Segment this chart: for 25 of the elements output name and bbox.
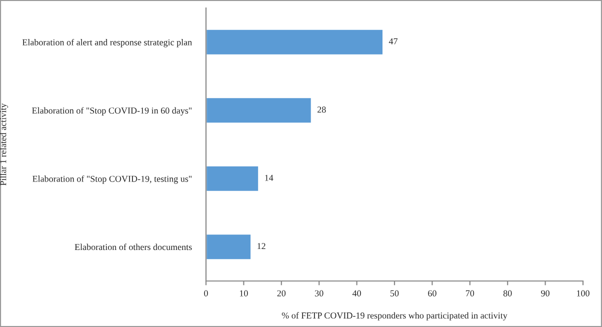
x-tick-label: 60	[428, 290, 436, 296]
y-tick-label: Elaboration of "Stop COVID-19, testing us"	[32, 175, 192, 184]
data-label: 28	[318, 106, 326, 113]
x-tick-label: 100	[577, 290, 590, 296]
x-tick-label: 20	[277, 290, 286, 296]
x-tick-label: 50	[390, 290, 399, 296]
x-tick-label: 0	[204, 290, 208, 296]
y-tick-label: Elaboration of "Stop COVID-19 in 60 days"	[32, 107, 192, 116]
y-tick-label: Elaboration of others documents	[74, 244, 192, 250]
y-tick-label: Elaboration of alert and response strategic plan	[22, 38, 192, 48]
bar	[206, 28, 384, 56]
x-tick-label: 30	[315, 290, 324, 296]
data-label: 47	[388, 38, 398, 44]
bar	[206, 233, 252, 261]
data-label: 12	[258, 243, 266, 250]
x-tick-label: 90	[541, 290, 550, 296]
data-label: 14	[265, 174, 274, 181]
x-tick-label: 40	[352, 290, 361, 296]
bar	[206, 96, 312, 124]
y-axis-title: Pillar 1 related activity	[0, 103, 8, 186]
x-axis-title: % of FETP COVID-19 responders who participated in activity	[282, 312, 508, 320]
x-tick-label: 70	[466, 290, 474, 296]
x-tick-label: 10	[240, 290, 248, 296]
bar	[206, 164, 260, 192]
x-tick-label: 80	[503, 290, 512, 296]
